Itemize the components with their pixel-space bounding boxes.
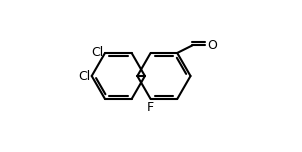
Text: F: F xyxy=(147,101,154,114)
Text: Cl: Cl xyxy=(78,69,90,83)
Text: O: O xyxy=(207,39,217,52)
Text: Cl: Cl xyxy=(91,47,104,59)
